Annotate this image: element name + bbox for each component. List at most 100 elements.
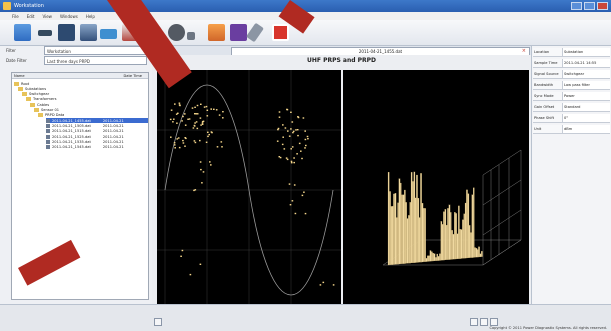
- menu-edit[interactable]: Edit: [26, 14, 35, 19]
- menu-file[interactable]: File: [12, 14, 19, 19]
- sensor-icon[interactable]: [168, 24, 185, 41]
- tree-header-date[interactable]: Date Time: [123, 74, 142, 78]
- property-row[interactable]: Location Substation: [533, 48, 610, 57]
- prpd-bar: [448, 204, 451, 260]
- menu-view[interactable]: View: [42, 14, 52, 19]
- settings-icon[interactable]: [490, 318, 498, 326]
- zoom-icon[interactable]: [154, 318, 162, 326]
- prpd-bar: [427, 255, 429, 262]
- prps-point: [285, 157, 288, 159]
- prps-point: [176, 122, 178, 124]
- prps-point: [297, 116, 300, 119]
- tree-header-name[interactable]: Name: [14, 74, 25, 78]
- property-row[interactable]: Bandwidth Low pass filter: [533, 81, 610, 90]
- prps-point: [293, 184, 296, 186]
- tree-item[interactable]: 2011-04-21_1455.dat 2011-04-21: [46, 118, 148, 124]
- prpd-bar: [436, 253, 438, 261]
- tree-item-label: Sensor 01: [41, 108, 60, 112]
- tree-item[interactable]: 2011-04-21_1545.dat 2011-04-21: [46, 145, 124, 150]
- tree-item[interactable]: Cables: [30, 102, 49, 107]
- maximize-button[interactable]: [584, 2, 595, 10]
- record-icon[interactable]: [272, 24, 289, 41]
- tools-icon[interactable]: [246, 22, 264, 43]
- prpd-bar: [401, 194, 403, 264]
- tree-item[interactable]: Root: [14, 81, 29, 86]
- status-bar: Copyright © 2011 Power Diagnostix System…: [0, 304, 611, 331]
- file-icon: [46, 123, 50, 128]
- tree-item[interactable]: Transformers: [26, 97, 56, 102]
- prpd-bar: [421, 203, 424, 263]
- tree-item[interactable]: 2011-04-21_1535.dat 2011-04-21: [46, 139, 124, 144]
- prpd-bar: [418, 217, 421, 263]
- prps-plot[interactable]: [157, 70, 341, 306]
- prpd-bar: [393, 193, 395, 265]
- save-icon[interactable]: [58, 24, 75, 41]
- export-icon[interactable]: [100, 29, 117, 39]
- prps-point: [295, 129, 297, 131]
- prps-point: [199, 263, 202, 265]
- prpd-bar: [389, 191, 391, 266]
- property-row[interactable]: Sample Time 2011-04-21 14:55: [533, 59, 610, 68]
- prps-point: [291, 200, 294, 202]
- print-icon[interactable]: [80, 24, 97, 41]
- open-folder-icon[interactable]: [14, 24, 31, 41]
- prps-point: [174, 103, 176, 105]
- file-icon: [46, 134, 50, 139]
- prpd-bar: [398, 178, 401, 265]
- property-row[interactable]: Phase Shift 0°: [533, 114, 610, 123]
- prpd-3d-plot[interactable]: [343, 70, 529, 306]
- prpd-bar: [428, 255, 430, 262]
- prpd-bar: [468, 225, 471, 258]
- prps-point: [200, 168, 202, 171]
- tree-item[interactable]: Substations: [18, 86, 46, 91]
- prps-point: [291, 146, 294, 148]
- small-arrow-icon[interactable]: [187, 32, 195, 40]
- property-value: dBm: [563, 125, 610, 133]
- property-row[interactable]: Unit dBm: [533, 125, 610, 134]
- tab-document[interactable]: 2011-04-21_1455.dat ×: [231, 47, 530, 55]
- prps-point: [284, 127, 287, 129]
- menu-windows[interactable]: Windows: [59, 14, 78, 19]
- tree-item[interactable]: 2011-04-21_1505.dat 2011-04-21: [46, 123, 124, 128]
- tree-item-date: 2011-04-21: [102, 129, 124, 134]
- close-tab-icon[interactable]: ×: [521, 48, 526, 54]
- tree-item[interactable]: Sensor 01: [34, 108, 59, 113]
- save-icon[interactable]: [38, 30, 52, 36]
- property-row[interactable]: Gain Offset Standard: [533, 103, 610, 112]
- date-filter-select[interactable]: Last three days PRPD: [44, 56, 147, 65]
- search-field[interactable]: Workstation: [44, 46, 147, 55]
- tree-item[interactable]: PRPD Data: [38, 113, 64, 118]
- report-icon[interactable]: [230, 24, 247, 41]
- tree-item-label: 2011-04-21_1455.dat: [52, 118, 91, 123]
- prps-point: [203, 106, 206, 108]
- prpd-bar: [416, 174, 418, 263]
- prpd-bar: [409, 202, 411, 264]
- tree-item[interactable]: 2011-04-21_1525.dat 2011-04-21: [46, 134, 124, 139]
- minimize-button[interactable]: [571, 2, 582, 10]
- property-value: 0°: [563, 114, 610, 122]
- prps-point: [306, 135, 309, 138]
- menu-help[interactable]: Help: [85, 14, 95, 19]
- tree-item-label: 2011-04-21_1505.dat: [52, 123, 91, 128]
- tree-item-date: 2011-04-21: [102, 139, 124, 144]
- grid-icon[interactable]: [470, 318, 478, 326]
- prps-point: [207, 131, 209, 133]
- property-value: Low pass filter: [563, 81, 610, 89]
- prpd-bar: [440, 221, 443, 261]
- fit-icon[interactable]: [480, 318, 488, 326]
- prps-point: [291, 121, 294, 123]
- close-button[interactable]: [597, 2, 608, 10]
- prps-point: [298, 142, 301, 145]
- prps-point: [218, 114, 221, 116]
- prps-point: [196, 104, 199, 107]
- prpd-bar: [454, 212, 456, 260]
- tree-item[interactable]: Switchgear: [22, 92, 49, 97]
- tree-item[interactable]: 2011-04-21_1515.dat 2011-04-21: [46, 129, 124, 134]
- properties-panel: Location Substation Sample Time 2011-04-21 …: [531, 46, 611, 304]
- property-row[interactable]: Sync Mode Power: [533, 92, 610, 101]
- home-icon[interactable]: [208, 24, 225, 41]
- prps-point: [194, 189, 197, 191]
- property-row[interactable]: Signal Source Switchgear: [533, 70, 610, 79]
- file-icon: [46, 129, 50, 134]
